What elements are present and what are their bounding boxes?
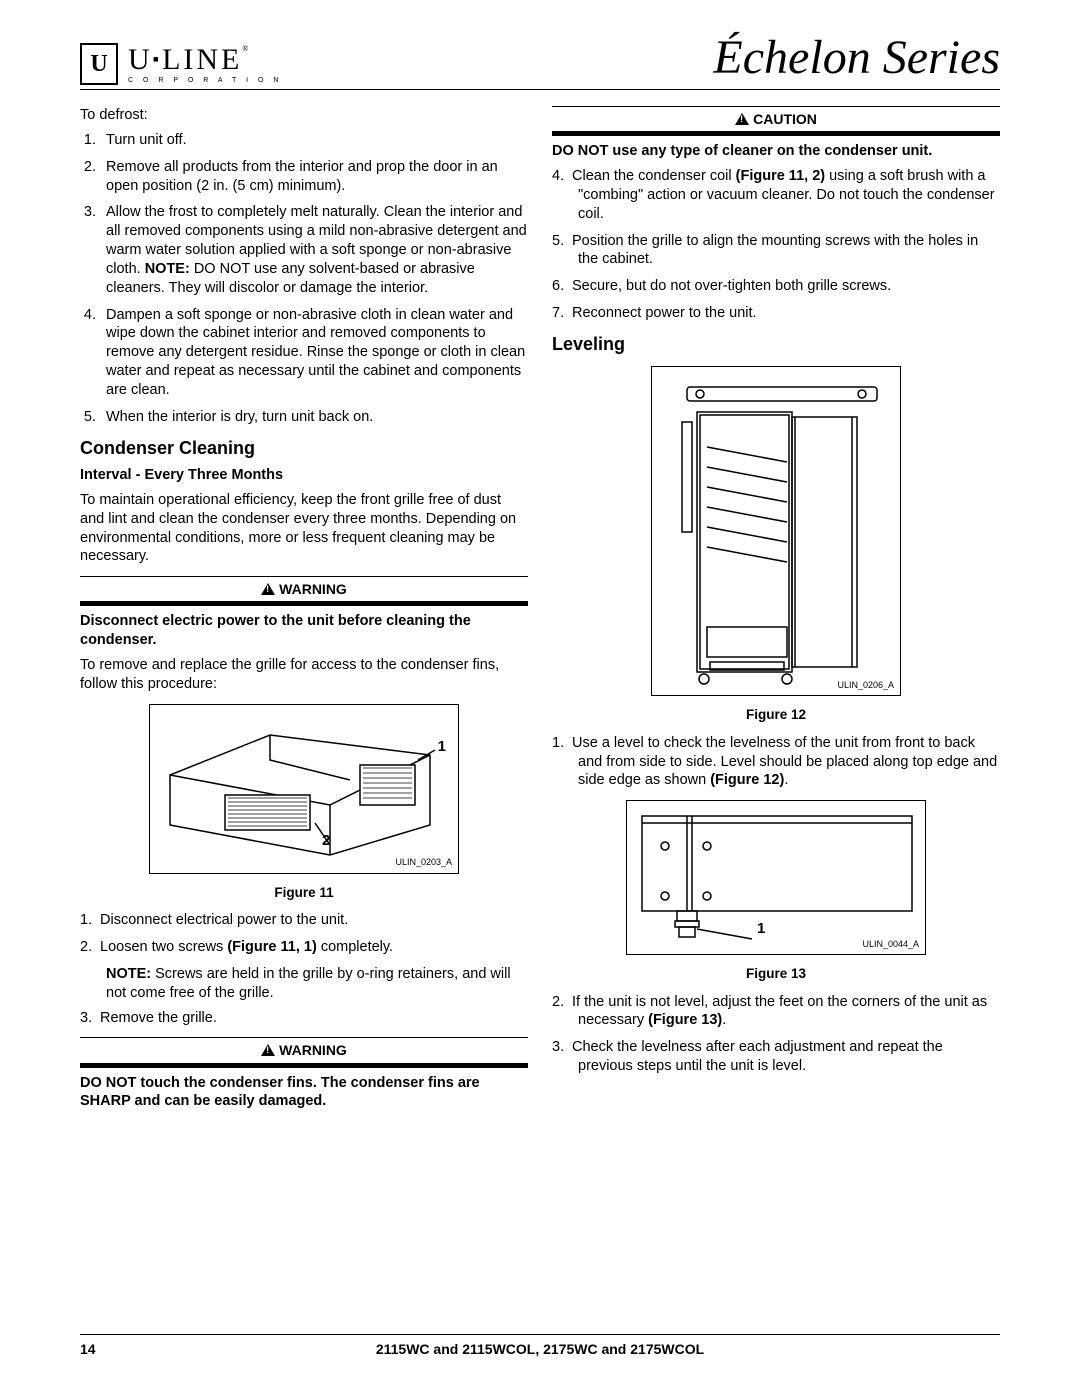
leveling-step: 1.Use a level to check the levelness of … [552, 734, 1000, 791]
leveling-steps-cont: 2.If the unit is not level, adjust the f… [552, 993, 1000, 1076]
defrost-steps: Turn unit off. Remove all products from … [80, 131, 528, 427]
figure-12: ULIN_0206_A Figure 12 [552, 366, 1000, 723]
footer-models: 2115WC and 2115WCOL, 2175WC and 2175WCOL [80, 1341, 1000, 1357]
logo-mark [80, 43, 118, 85]
warning-icon [261, 1044, 275, 1056]
caution-callout: CAUTION [552, 106, 1000, 136]
condenser-steps: 4.Clean the condenser coil (Figure 11, 2… [552, 167, 1000, 323]
fig12-code: ULIN_0206_A [837, 680, 894, 692]
fig13-label: Figure 13 [552, 965, 1000, 983]
condenser-step: 7.Reconnect power to the unit. [552, 304, 1000, 323]
caution-text: DO NOT use any type of cleaner on the co… [552, 142, 1000, 161]
figure-13: 1 ULIN_0044_A Figure 13 [552, 800, 1000, 982]
fig11-label: Figure 11 [80, 884, 528, 902]
fig13-code: ULIN_0044_A [862, 939, 919, 951]
grille-note: NOTE: Screws are held in the grille by o… [80, 965, 528, 1003]
caution-label: CAUTION [753, 111, 817, 127]
warning-label: WARNING [279, 581, 347, 597]
condenser-step: 5.Position the grille to align the mount… [552, 232, 1000, 270]
defrost-step: When the interior is dry, turn unit back… [100, 408, 528, 427]
warning-label: WARNING [279, 1042, 347, 1058]
warning-icon [261, 583, 275, 595]
logo-brand: U▪LINE® [128, 45, 282, 75]
logo: U▪LINE® C O R P O R A T I O N [80, 43, 282, 85]
fig11-code: ULIN_0203_A [395, 857, 452, 869]
interval-text: To maintain operational efficiency, keep… [80, 491, 528, 566]
interval-label: Interval - Every Three Months [80, 466, 528, 485]
defrost-step: Remove all products from the interior an… [100, 158, 528, 196]
fig13-callout-1: 1 [757, 919, 765, 939]
warning-text: Disconnect electric power to the unit be… [80, 612, 528, 650]
warning-callout: WARNING [80, 576, 528, 606]
defrost-step: Turn unit off. [100, 131, 528, 150]
grille-steps: 1.Disconnect electrical power to the uni… [80, 911, 528, 957]
warning-callout: WARNING [80, 1037, 528, 1067]
fig11-callout-2: 2 [322, 831, 330, 851]
fig12-label: Figure 12 [552, 706, 1000, 724]
grille-steps-cont: 3.Remove the grille. [80, 1009, 528, 1028]
right-column: CAUTION DO NOT use any type of cleaner o… [552, 106, 1000, 1117]
page-header: U▪LINE® C O R P O R A T I O N Échelon Se… [80, 30, 1000, 90]
leveling-heading: Leveling [552, 333, 1000, 356]
grille-step: 2.Loosen two screws (Figure 11, 1) compl… [80, 938, 528, 957]
warning-text: DO NOT touch the condenser fins. The con… [80, 1074, 528, 1112]
defrost-intro: To defrost: [80, 106, 528, 125]
figure-11: 1 2 ULIN_0203_A Figure 11 [80, 704, 528, 901]
grille-intro: To remove and replace the grille for acc… [80, 656, 528, 694]
condenser-step: 4.Clean the condenser coil (Figure 11, 2… [552, 167, 1000, 224]
defrost-step: Allow the frost to completely melt natur… [100, 203, 528, 297]
leveling-steps: 1.Use a level to check the levelness of … [552, 734, 1000, 791]
series-title: Échelon Series [713, 30, 1000, 85]
leveling-step: 2.If the unit is not level, adjust the f… [552, 993, 1000, 1031]
condenser-step: 6.Secure, but do not over-tighten both g… [552, 277, 1000, 296]
leveling-step: 3.Check the levelness after each adjustm… [552, 1038, 1000, 1076]
defrost-step: Dampen a soft sponge or non-abrasive clo… [100, 306, 528, 400]
grille-step: 3.Remove the grille. [80, 1009, 528, 1028]
fig11-callout-1: 1 [438, 737, 446, 757]
condenser-heading: Condenser Cleaning [80, 437, 528, 460]
caution-icon [735, 113, 749, 125]
page-footer: 14 2115WC and 2115WCOL, 2175WC and 2175W… [80, 1334, 1000, 1357]
grille-step: 1.Disconnect electrical power to the uni… [80, 911, 528, 930]
logo-corporation: C O R P O R A T I O N [128, 77, 282, 84]
left-column: To defrost: Turn unit off. Remove all pr… [80, 106, 528, 1117]
